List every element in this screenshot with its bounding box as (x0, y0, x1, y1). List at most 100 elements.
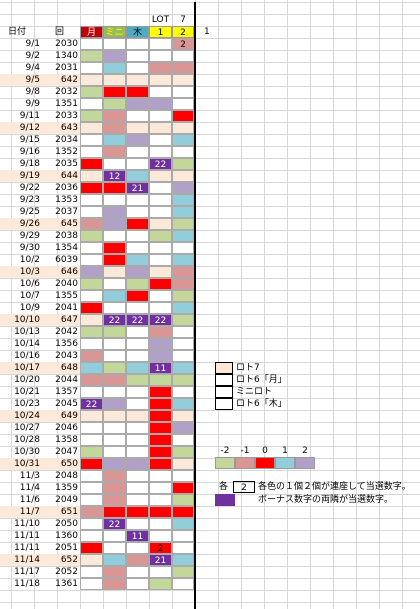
date-cell: 10/23 (14, 399, 40, 409)
result-cell (103, 470, 126, 482)
result-cell: 21 (126, 182, 149, 194)
result-cell (149, 206, 172, 218)
result-cell (149, 470, 172, 482)
result-cell (103, 110, 126, 122)
legend-box (215, 362, 233, 374)
date-cell: 9/30 (19, 243, 40, 253)
result-cell (103, 242, 126, 254)
result-cell (126, 230, 149, 242)
result-cell (126, 266, 149, 278)
result-cell (80, 518, 103, 530)
date-cell: 11/17 (14, 567, 40, 577)
date-cell: 10/17 (14, 363, 40, 373)
legend-label: ロト6「月」 (236, 375, 287, 385)
result-cell (80, 290, 103, 302)
result-cell (80, 386, 103, 398)
no-cell: 2037 (55, 207, 78, 217)
header-col: 2 (172, 26, 194, 38)
date-cell: 10/7 (19, 291, 40, 301)
result-cell (126, 194, 149, 206)
date-cell: 10/31 (14, 459, 40, 469)
result-cell (172, 266, 194, 278)
result-cell (126, 434, 149, 446)
result-cell (149, 482, 172, 494)
result-cell (80, 482, 103, 494)
result-cell (80, 374, 103, 386)
header-col: 月 (80, 26, 103, 38)
date-cell: 9/29 (19, 231, 40, 241)
result-cell (172, 74, 194, 86)
date-cell: 9/22 (19, 183, 40, 193)
result-cell (103, 482, 126, 494)
legend-box (215, 374, 233, 386)
no-cell: 2045 (55, 399, 78, 409)
result-cell (103, 230, 126, 242)
date-cell: 10/3 (19, 267, 40, 277)
scale-label: 1 (282, 446, 288, 456)
result-cell (149, 134, 172, 146)
date-cell: 10/10 (14, 315, 40, 325)
result-cell (103, 50, 126, 62)
legend-label: ミニロト (236, 387, 273, 397)
result-cell (126, 50, 149, 62)
result-cell (126, 254, 149, 266)
legend-box (215, 386, 233, 398)
result-cell (172, 398, 194, 410)
legend-label: ロト7 (236, 363, 260, 373)
date-cell: 10/9 (19, 303, 40, 313)
result-cell (103, 86, 126, 98)
date-cell: 10/24 (14, 411, 40, 421)
date-cell: 9/25 (19, 207, 40, 217)
result-cell (103, 134, 126, 146)
no-cell: 1355 (55, 291, 78, 301)
header-col: 木 (126, 26, 149, 38)
legend-label: ロト6「木」 (236, 399, 287, 409)
result-cell (149, 410, 172, 422)
result-cell (103, 566, 126, 578)
date-cell: 11/10 (14, 519, 40, 529)
result-cell (80, 74, 103, 86)
result-cell (103, 422, 126, 434)
scale-swatch (215, 457, 235, 469)
result-cell (103, 182, 126, 194)
result-cell (126, 374, 149, 386)
result-cell (172, 158, 194, 170)
result-cell: 22 (80, 398, 103, 410)
date-cell: 9/19 (19, 171, 40, 181)
result-cell (149, 74, 172, 86)
date-cell: 10/14 (14, 339, 40, 349)
result-cell (172, 518, 194, 530)
result-cell (149, 398, 172, 410)
result-cell (149, 494, 172, 506)
date-cell: 9/5 (25, 75, 40, 85)
result-cell (80, 146, 103, 158)
result-cell (80, 206, 103, 218)
result-cell (126, 494, 149, 506)
result-cell (149, 218, 172, 230)
date-cell: 10/13 (14, 327, 40, 337)
result-cell (149, 242, 172, 254)
no-cell: 2050 (55, 519, 78, 529)
result-cell (103, 362, 126, 374)
result-cell (80, 170, 103, 182)
result-cell (80, 278, 103, 290)
result-cell (126, 398, 149, 410)
no-cell: 648 (60, 363, 78, 373)
result-cell (126, 470, 149, 482)
result-cell (126, 350, 149, 362)
result-cell (172, 554, 194, 566)
date-cell: 10/28 (14, 435, 40, 445)
date-cell: 9/8 (25, 87, 40, 97)
result-cell (172, 314, 194, 326)
no-cell: 2031 (55, 63, 78, 73)
result-cell (172, 98, 194, 110)
result-cell (149, 326, 172, 338)
no-cell: 2041 (55, 303, 78, 313)
header-col: ミニ (103, 26, 126, 38)
result-cell (103, 74, 126, 86)
no-cell: 1354 (55, 243, 78, 253)
result-cell (126, 74, 149, 86)
no-cell: 2052 (55, 567, 78, 577)
result-cell (172, 506, 194, 518)
result-cell (172, 230, 194, 242)
